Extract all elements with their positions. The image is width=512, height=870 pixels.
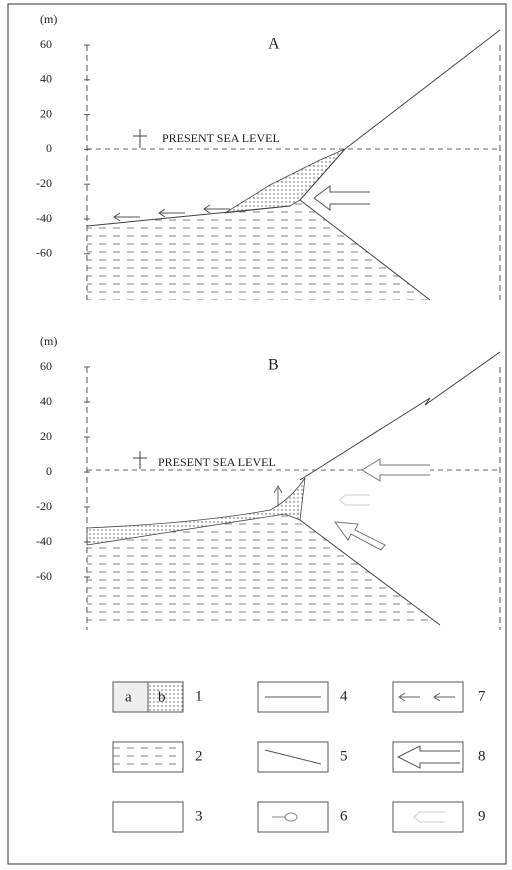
- legend-number: 9: [478, 808, 486, 824]
- unit-label: (m): [40, 334, 57, 348]
- legend-part: a: [125, 689, 132, 705]
- legend-box: [148, 682, 183, 712]
- legend-part: b: [158, 689, 166, 705]
- legend-number: 8: [478, 748, 486, 764]
- unit-2: [87, 200, 430, 300]
- arrow-8: [362, 459, 430, 481]
- legend-number: 2: [195, 748, 203, 764]
- figure: (m) A PRESENT SEA LEVEL 6040200-20-40-60…: [0, 0, 512, 870]
- y-tick-label: 60: [40, 37, 52, 51]
- y-tick-label: 40: [40, 72, 52, 86]
- coast: [345, 30, 500, 149]
- legend-number: 5: [340, 748, 348, 764]
- y-tick-label: 0: [46, 464, 52, 478]
- legend-box: [258, 802, 328, 832]
- legend-box: [113, 802, 183, 832]
- y-tick-label: -40: [36, 534, 52, 548]
- y-tick-label: -20: [36, 176, 52, 190]
- y-tick-label: -40: [36, 211, 52, 225]
- legend-number: 6: [340, 808, 348, 824]
- marker: [133, 451, 147, 469]
- arrow-8: [314, 186, 370, 210]
- sea-level-label: PRESENT SEA LEVEL: [162, 131, 280, 145]
- panel-b: (m) B PRESENT SEA LEVEL 60 40 20 0 -20 -40 -60: [36, 334, 500, 630]
- arrow-9: [340, 495, 370, 505]
- y-tick-label: 60: [40, 359, 52, 373]
- legend-box: [393, 802, 463, 832]
- y-tick-label: 20: [40, 106, 52, 120]
- panel-label: B: [268, 357, 279, 374]
- legend-number: 1: [195, 688, 203, 704]
- legend-number: 3: [195, 808, 203, 824]
- sea-level-label: PRESENT SEA LEVEL: [158, 455, 276, 469]
- panel-a: (m) A PRESENT SEA LEVEL 60 40 20 0 -20 -40 -60: [36, 12, 500, 300]
- legend-number: 4: [340, 688, 348, 704]
- y-tick-label: 40: [40, 394, 52, 408]
- arrow-8: [335, 522, 385, 550]
- marker: [133, 129, 147, 148]
- arrow-up: [274, 486, 282, 505]
- legend-box: [393, 742, 463, 772]
- legend-number: 7: [478, 688, 486, 704]
- y-tick-label: 0: [46, 141, 52, 155]
- y-tick-label: -60: [36, 569, 52, 583]
- unit-label: (m): [40, 12, 57, 26]
- legend: a b 1 2 3 4 5 6 7 8 9: [113, 682, 486, 832]
- coast: [300, 352, 500, 480]
- y-tick-label: -60: [36, 246, 52, 260]
- legend-box: [113, 742, 183, 772]
- y-tick-label: -20: [36, 499, 52, 513]
- panel-label: A: [268, 36, 280, 53]
- y-tick-label: 20: [40, 429, 52, 443]
